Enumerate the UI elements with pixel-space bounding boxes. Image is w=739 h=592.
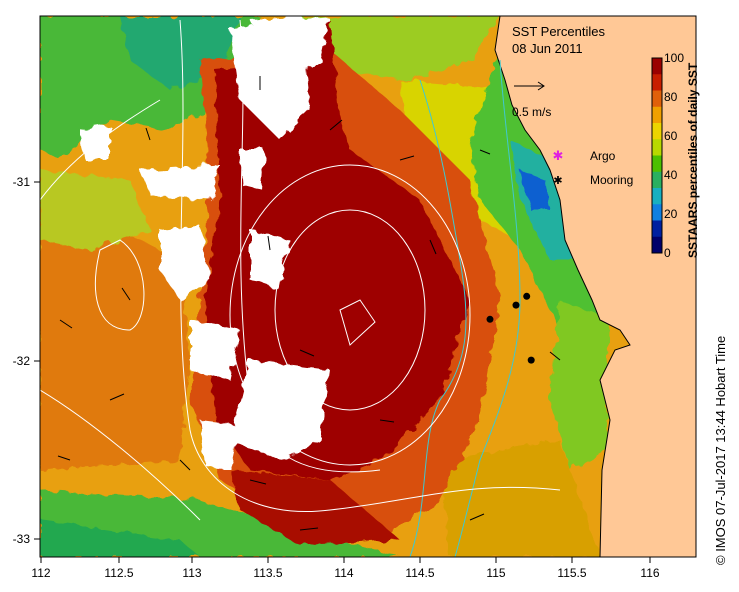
bathymetry-contours [409, 59, 521, 557]
mooring-markers [486, 292, 535, 364]
colorbar-tick: 40 [664, 168, 678, 182]
argo-legend-label: Argo [590, 149, 616, 163]
x-tick-label: 113.5 [253, 566, 282, 580]
colorbar-tick: 0 [664, 246, 671, 260]
x-axis [40, 557, 651, 563]
mooring-marker-icon: ✱ [553, 174, 562, 187]
colorbar-segment [652, 58, 662, 75]
x-tick-label: 112.5 [104, 566, 133, 580]
colorbar-tick: 20 [664, 207, 678, 221]
imos-credit: © IMOS 07-Jul-2017 13:44 Hobart Time [713, 336, 728, 565]
argo-marker-icon: ✱ [553, 149, 564, 164]
australian-coast-land [494, 16, 696, 557]
mooring-marker [523, 292, 531, 300]
colorbar-segment [652, 220, 662, 238]
mooring-legend-label: Mooring [590, 173, 633, 187]
colorbar-segment [652, 123, 662, 140]
x-tick-label: 113 [182, 566, 201, 580]
colorbar-segment [652, 236, 662, 254]
y-tick-labels: -31 -32 -33 [13, 175, 31, 546]
x-tick-label: 112 [31, 566, 50, 580]
y-tick-label: -32 [13, 354, 31, 368]
current-vectors [57, 76, 561, 531]
colorbar-segment [652, 106, 662, 124]
map-date: 08 Jun 2011 [512, 41, 583, 56]
map-title: SST Percentiles [512, 24, 605, 39]
x-tick-label: 116 [640, 566, 659, 580]
colorbar-segment [652, 139, 662, 156]
x-tick-label: 115 [486, 566, 505, 580]
mooring-marker [527, 356, 535, 364]
colorbar-segment [652, 171, 662, 189]
colorbar-segment [652, 188, 662, 205]
colorbar-segment [652, 90, 662, 108]
colorbar-tick: 60 [664, 129, 678, 143]
x-tick-label: 115.5 [557, 566, 586, 580]
colorbar-frame [651, 57, 663, 254]
colorbar-tick: 80 [664, 90, 678, 104]
y-tick-label: -33 [13, 532, 31, 546]
colorbar-segment [652, 204, 662, 221]
velocity-scale-label: 0.5 m/s [512, 105, 551, 119]
mooring-marker [512, 301, 520, 309]
velocity-scale-arrow [514, 81, 545, 91]
x-tick-labels: 112 112.5 113 113.5 114 114.5 115 115.5 … [31, 566, 659, 580]
colorbar-segment [652, 155, 662, 173]
x-tick-label: 114 [334, 566, 353, 580]
colorbar-tick: 100 [664, 51, 684, 65]
colorbar-segment [652, 74, 662, 91]
y-axis [34, 181, 40, 540]
sst-percentile-field [40, 16, 696, 557]
x-tick-label: 114.5 [405, 566, 434, 580]
sea-level-contours [40, 19, 561, 521]
mooring-marker [486, 315, 494, 323]
colorbar-label: SSTAARS percentiles of daily SST [686, 62, 700, 258]
plot-frame [39, 15, 697, 558]
colorbar [652, 58, 662, 254]
colorbar-tick-labels: 100 80 60 40 20 0 [664, 51, 684, 260]
y-tick-label: -31 [13, 175, 31, 189]
